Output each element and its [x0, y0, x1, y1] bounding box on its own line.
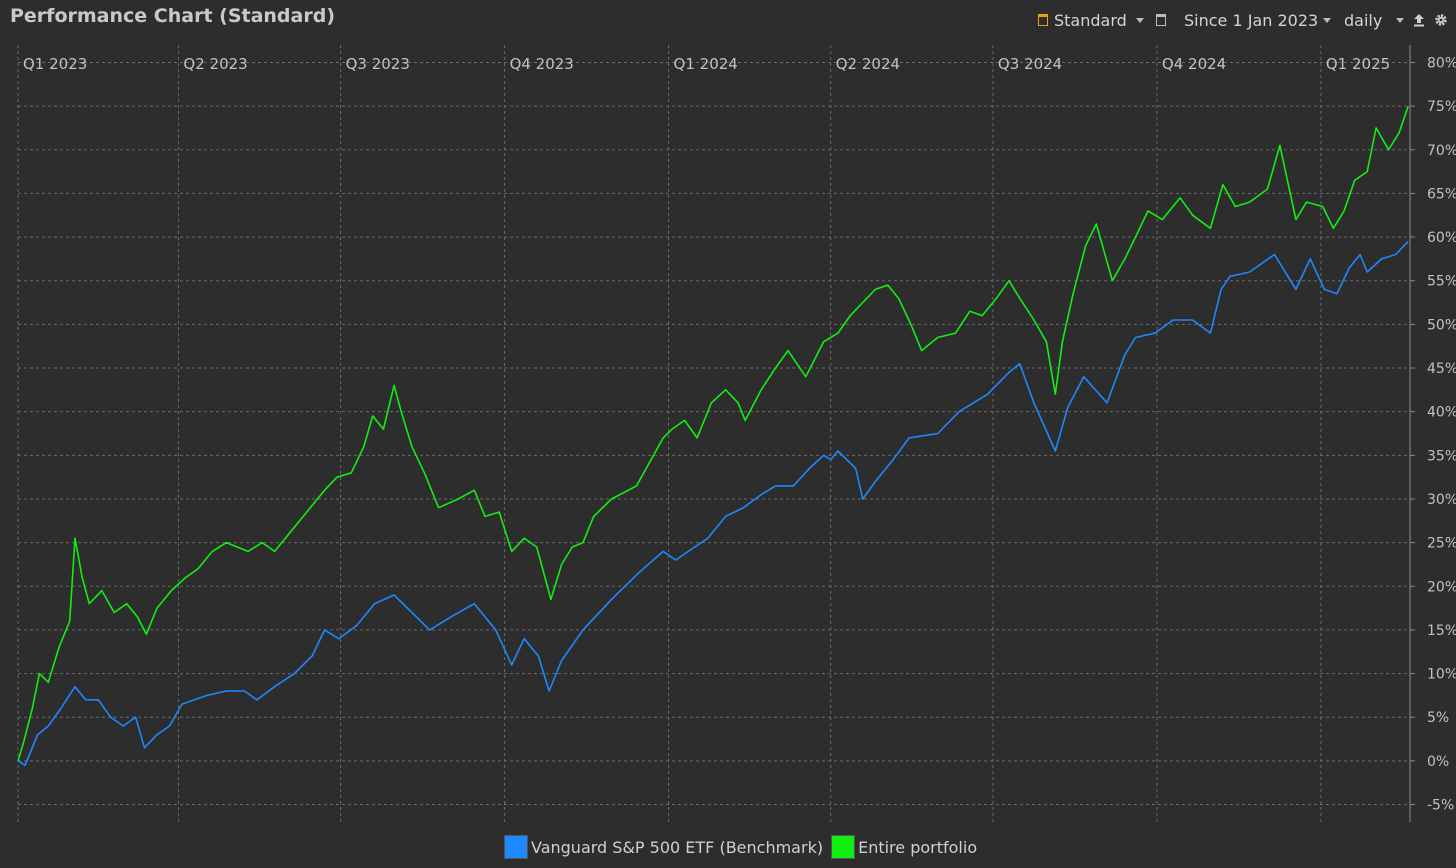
- y-tick-label: 70%: [1427, 143, 1456, 159]
- y-tick-label: 5%: [1427, 710, 1449, 726]
- x-tick-label: Q1 2023: [23, 55, 87, 73]
- period-label: Since 1 Jan 2023: [1184, 10, 1319, 30]
- axes: [1409, 45, 1415, 822]
- legend-swatch-benchmark[interactable]: [504, 835, 528, 859]
- x-tick-label: Q3 2024: [998, 55, 1062, 73]
- y-tick-label: 30%: [1427, 492, 1456, 508]
- y-tick-label: 55%: [1427, 274, 1456, 290]
- y-tick-label: 60%: [1427, 230, 1456, 246]
- y-tick-label: 80%: [1427, 55, 1456, 71]
- y-tick-label: 65%: [1427, 186, 1456, 202]
- portfolio-series-line: [17, 105, 1409, 762]
- y-tick-label: 75%: [1427, 99, 1456, 115]
- y-tick-label: 25%: [1427, 536, 1456, 552]
- y-tick-label: 10%: [1427, 667, 1456, 683]
- x-tick-label: Q4 2024: [1162, 55, 1226, 73]
- chart-legend: Vanguard S&P 500 ETF (Benchmark) Entire …: [504, 833, 977, 861]
- legend-label-benchmark[interactable]: Vanguard S&P 500 ETF (Benchmark): [531, 837, 824, 857]
- settings-button[interactable]: [1434, 8, 1448, 32]
- view-label: Standard: [1054, 10, 1127, 30]
- y-tick-label: 15%: [1427, 623, 1456, 639]
- dropdown-icon: [1323, 17, 1331, 23]
- period-dropdown[interactable]: [1323, 8, 1331, 32]
- export-button[interactable]: [1412, 8, 1426, 32]
- dropdown-icon: [1136, 17, 1144, 23]
- gear-icon: [1435, 14, 1447, 26]
- interval-label: daily: [1344, 10, 1383, 30]
- interval-dropdown[interactable]: [1396, 8, 1404, 32]
- x-tick-label: Q1 2025: [1326, 55, 1390, 73]
- x-tick-labels: Q1 2023 Q2 2023 Q3 2023 Q4 2023 Q1 2024 Q2 20…: [23, 55, 1390, 73]
- y-tick-label: 20%: [1427, 579, 1456, 595]
- view-selector[interactable]: Standard: [1038, 8, 1127, 32]
- y-tick-label: 45%: [1427, 361, 1456, 377]
- x-tick-label: Q4 2023: [510, 55, 574, 73]
- export-icon: [1414, 14, 1424, 27]
- x-tick-label: Q2 2023: [183, 55, 247, 73]
- interval-selector[interactable]: daily: [1344, 8, 1382, 32]
- calendar-icon: [1156, 14, 1166, 26]
- grid-lines: [17, 45, 1410, 822]
- dropdown-icon: [1396, 17, 1404, 23]
- x-tick-label: Q1 2024: [674, 55, 738, 73]
- chart-title: Performance Chart (Standard): [10, 5, 336, 27]
- view-dropdown[interactable]: [1136, 8, 1144, 32]
- x-tick-label: Q3 2023: [346, 55, 410, 73]
- benchmark-series-line: [17, 240, 1409, 767]
- legend-swatch-portfolio[interactable]: [831, 835, 856, 859]
- legend-label-portfolio[interactable]: Entire portfolio: [858, 837, 978, 857]
- y-tick-label: 40%: [1427, 405, 1456, 421]
- series-lines: [17, 105, 1409, 767]
- period-selector[interactable]: Since 1 Jan 2023: [1156, 8, 1318, 32]
- y-tick-label: -5%: [1427, 798, 1454, 814]
- y-tick-label: 35%: [1427, 448, 1456, 464]
- y-tick-label: 50%: [1427, 317, 1456, 333]
- view-icon: [1038, 14, 1048, 26]
- y-tick-label: 0%: [1427, 754, 1449, 770]
- y-tick-labels: -5% 0% 5% 10% 15% 20% 25% 30% 35% 40% 45% 50% 55% 60%…: [1427, 55, 1456, 813]
- x-tick-label: Q2 2024: [836, 55, 900, 73]
